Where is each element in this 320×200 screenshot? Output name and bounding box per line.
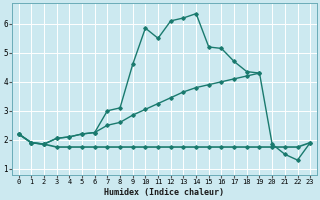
X-axis label: Humidex (Indice chaleur): Humidex (Indice chaleur) <box>104 188 224 197</box>
